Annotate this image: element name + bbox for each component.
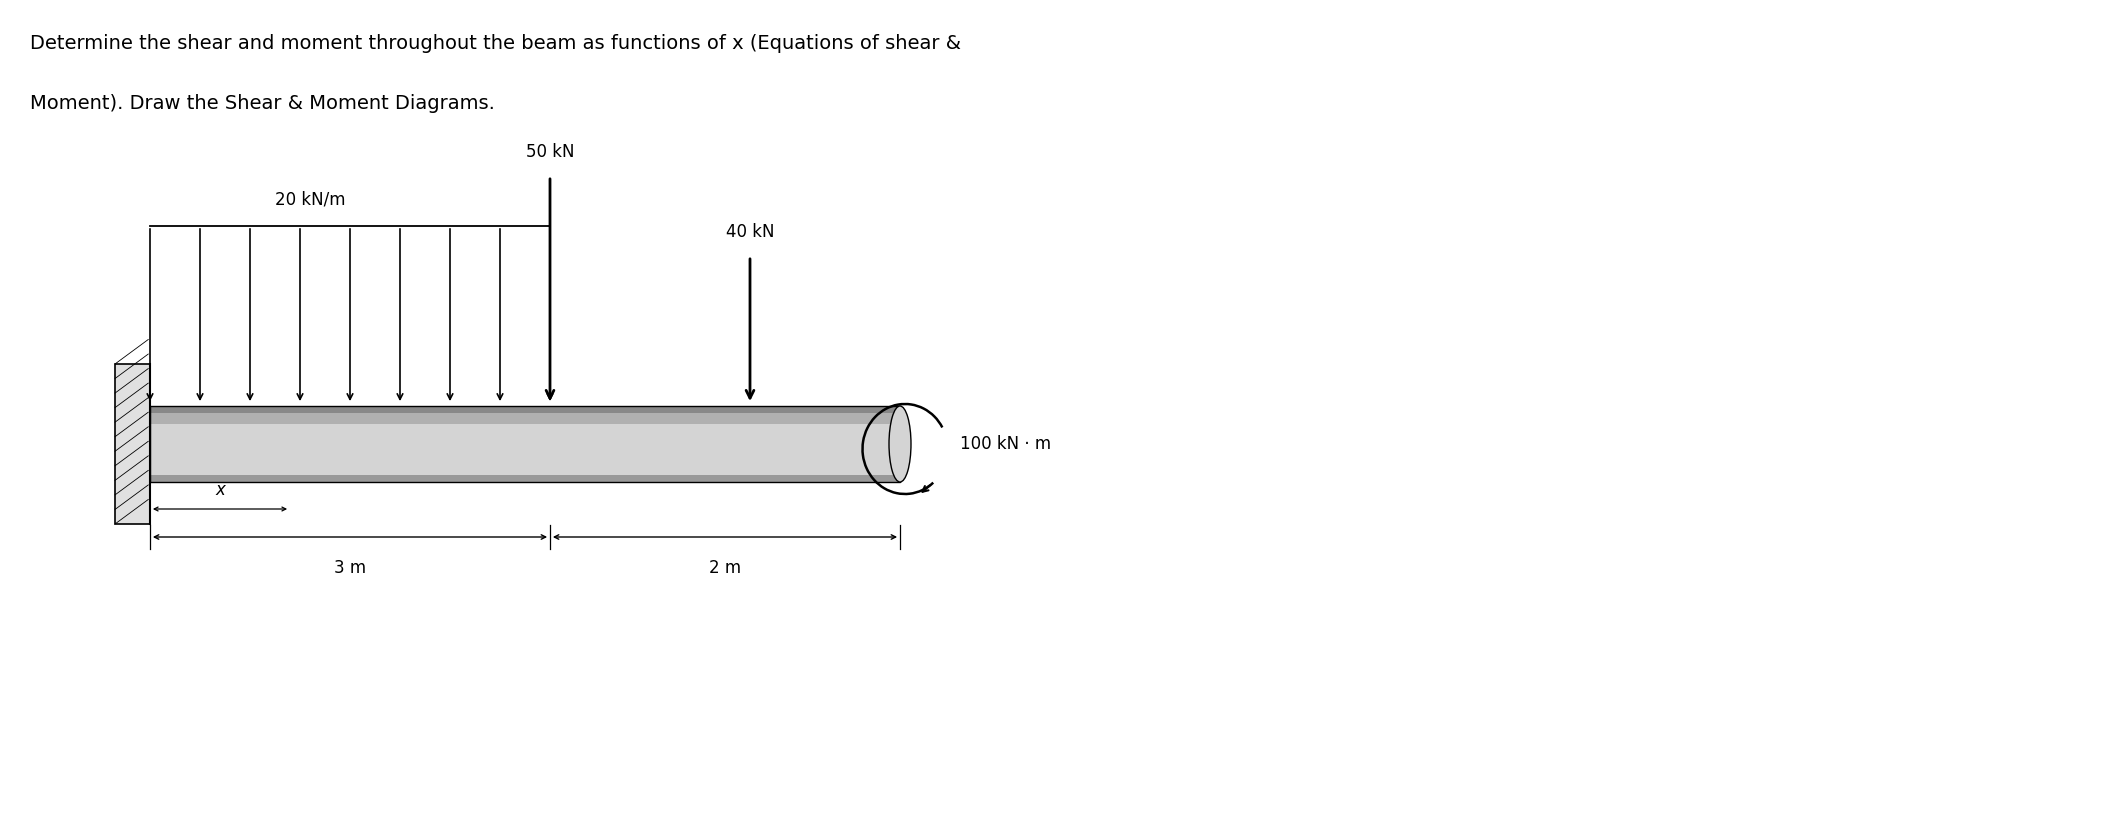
Text: 20 kN/m: 20 kN/m (275, 190, 345, 208)
Bar (149, 406, 900, 482)
Text: x: x (214, 481, 225, 499)
Text: 100 kN · m: 100 kN · m (959, 435, 1051, 453)
Text: 3 m: 3 m (334, 559, 366, 577)
Text: 40 kN: 40 kN (725, 223, 774, 241)
Text: 50 kN: 50 kN (526, 143, 574, 161)
Bar (149, 406, 900, 482)
Ellipse shape (889, 406, 910, 482)
Text: Determine the shear and moment throughout the beam as functions of x (Equations : Determine the shear and moment throughou… (29, 34, 961, 53)
Bar (149, 406, 900, 413)
Bar (149, 413, 900, 424)
Text: 2 m: 2 m (708, 559, 742, 577)
Bar (149, 475, 900, 482)
Text: Moment). Draw the Shear & Moment Diagrams.: Moment). Draw the Shear & Moment Diagram… (29, 94, 494, 113)
Bar (116, 364, 149, 524)
